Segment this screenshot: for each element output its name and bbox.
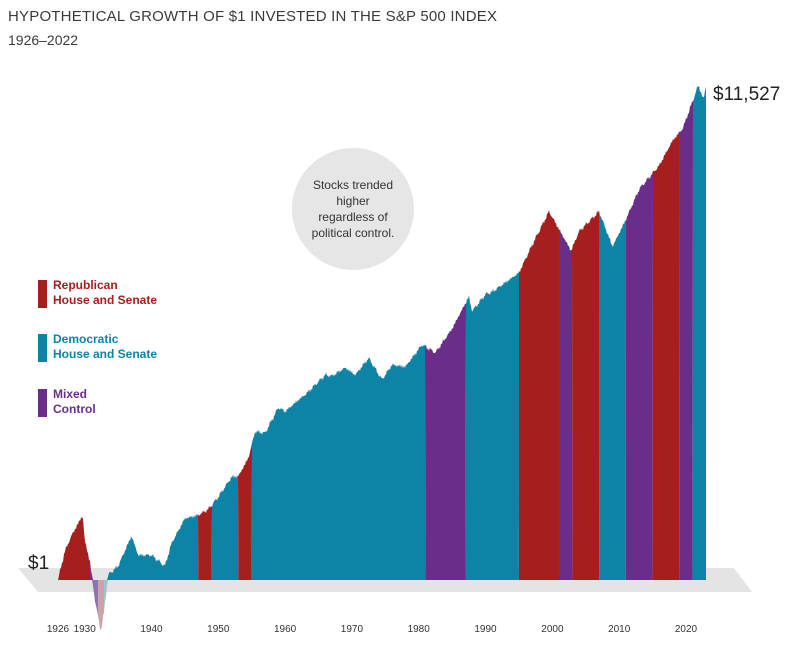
legend-republican-swatch: [38, 280, 47, 308]
area-period-republican-10: [518, 210, 559, 580]
x-tick-label-2020: 2020: [675, 624, 698, 635]
legend-democratic-label: Democratic House and Senate: [53, 332, 158, 361]
area-below-one-republican-2: [98, 580, 105, 630]
x-tick-label-1926: 1926: [47, 624, 70, 635]
area-period-mixed-16: [679, 101, 693, 580]
chart-title: HYPOTHETICAL GROWTH OF $1 INVESTED IN TH…: [8, 8, 498, 25]
area-period-republican-15: [652, 131, 680, 580]
area-period-mixed-1: [90, 560, 99, 580]
x-tick-label-1990: 1990: [474, 624, 497, 635]
area-period-republican-6: [238, 442, 252, 580]
area-period-republican-0: [58, 517, 91, 580]
area-below-one-mixed-1: [90, 580, 99, 616]
legend-mixed-label: Mixed Control: [53, 387, 96, 416]
area-period-democratic-17: [692, 85, 706, 580]
area-period-democratic-13: [599, 210, 626, 580]
x-tick-label-1980: 1980: [408, 624, 431, 635]
x-tick-label-1940: 1940: [140, 624, 163, 635]
legend-mixed-swatch: [38, 389, 47, 417]
legend-democratic-swatch: [38, 334, 47, 362]
area-period-mixed-11: [559, 229, 573, 580]
chart-subtitle: 1926–2022: [8, 32, 79, 48]
area-period-republican-4: [198, 505, 212, 580]
x-tick-label-1950: 1950: [207, 624, 230, 635]
area-period-democratic-7: [251, 344, 426, 580]
x-tick-label-1930: 1930: [74, 624, 97, 635]
area-period-democratic-3: [104, 513, 199, 580]
x-tick-label-1960: 1960: [274, 624, 297, 635]
area-period-republican-12: [572, 210, 600, 580]
area-period-mixed-8: [425, 303, 466, 580]
start-value-label: $1: [28, 553, 50, 574]
area-period-democratic-5: [211, 474, 239, 580]
callout-bubble: Stocks trended higher regardless of poli…: [292, 148, 414, 270]
callout-text: Stocks trended higher regardless of poli…: [311, 178, 395, 240]
x-tick-label-2000: 2000: [541, 624, 564, 635]
end-value-label: $11,527: [713, 84, 781, 105]
legend-republican-label: Republican House and Senate: [53, 278, 158, 307]
area-period-mixed-14: [625, 170, 653, 580]
x-tick-label-1970: 1970: [341, 624, 364, 635]
area-period-democratic-9: [465, 270, 519, 580]
x-tick-label-2010: 2010: [608, 624, 631, 635]
